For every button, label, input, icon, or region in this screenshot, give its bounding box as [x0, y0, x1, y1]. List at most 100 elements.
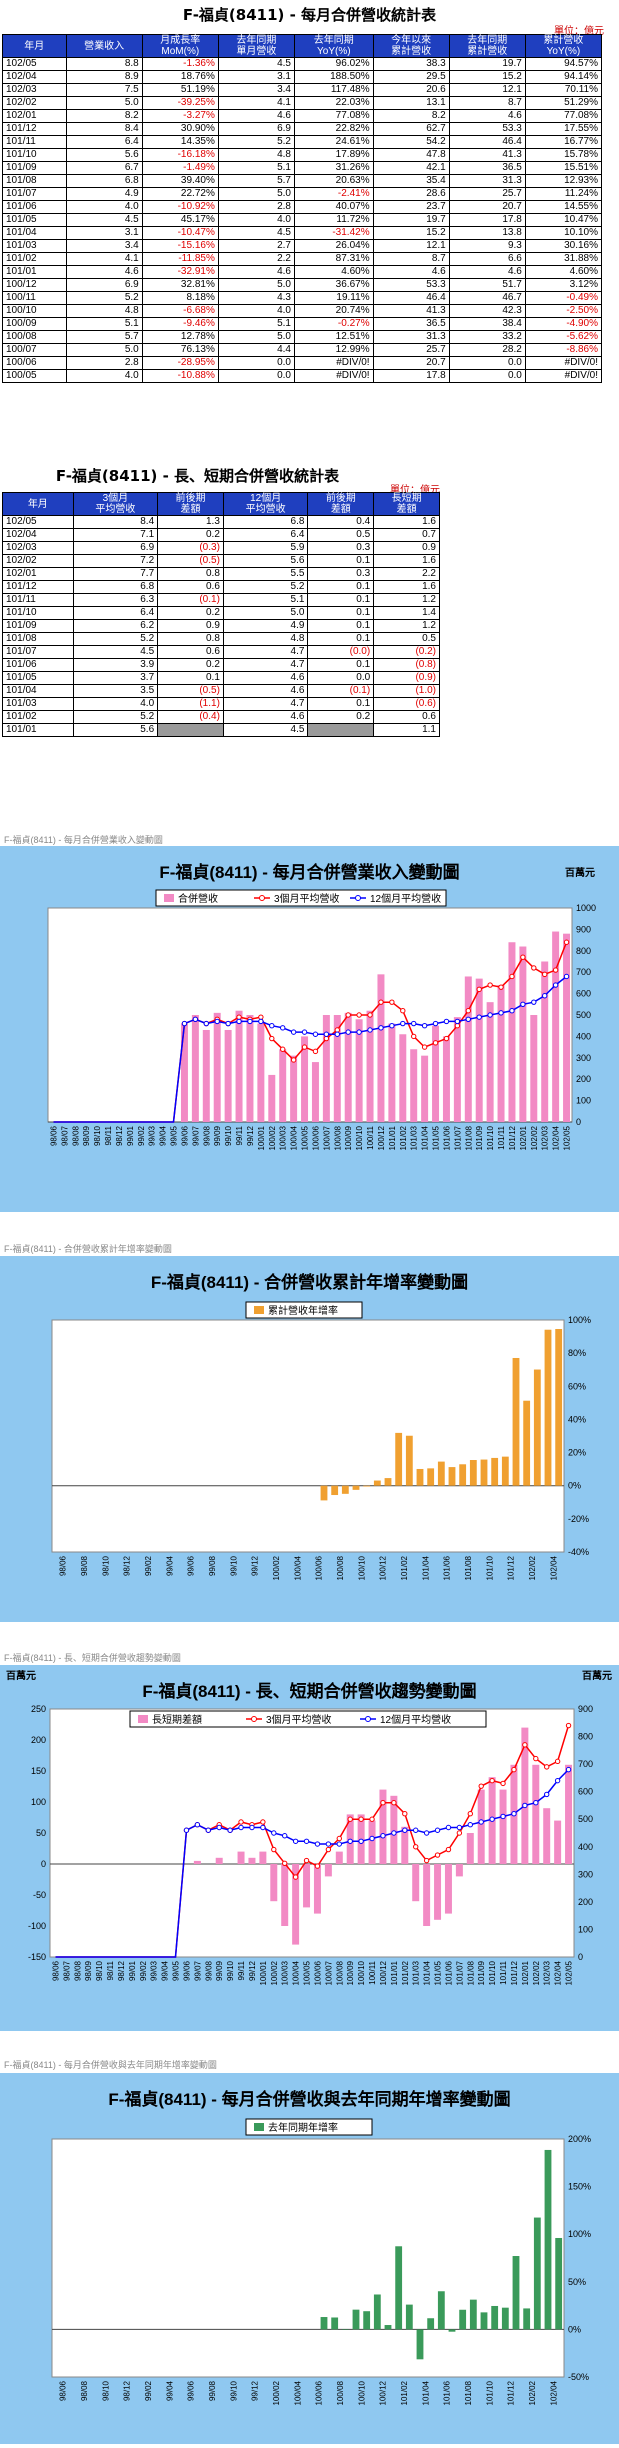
table-cell: 5.2 [65, 291, 143, 305]
bar [412, 1864, 420, 1902]
bar [180, 1023, 188, 1122]
y-tick-label: 60% [568, 1381, 586, 1391]
table-cell: 20.7 [372, 356, 450, 370]
table2-header-row: 年月 3個月 平均營收 前後期 差額 12個月 平均營收 前後期 差額 長短期 差額 [2, 492, 440, 516]
x-tick-label: 102/04 [549, 2380, 558, 2405]
bar [523, 2308, 531, 2330]
row-label: 102/01 [2, 109, 67, 123]
table2-header-cell: 年月 [2, 492, 74, 516]
table-cell: 9.3 [448, 239, 526, 253]
x-tick-label: 100/06 [315, 1555, 324, 1580]
table-row: 101/08 6.8 39.40% 5.7 20.63% 35.4 31.3 12.93% [2, 174, 603, 188]
series-point [500, 1780, 506, 1787]
table-cell: 5.2 [72, 710, 159, 724]
x-tick-label: 99/04 [165, 1555, 174, 1576]
table-cell: 1.6 [373, 580, 440, 594]
table-row: 100/09 5.1 -9.46% 5.1 -0.27% 36.5 38.4 -4.90% [2, 317, 603, 331]
table-cell: 0.8 [157, 632, 224, 646]
table-cell: (0.9) [373, 671, 440, 685]
x-tick-label: 100/01 [259, 1960, 268, 1985]
table-cell: 3.7 [72, 671, 159, 685]
table-row: 101/06 4.0 -10.92% 2.8 40.07% 23.7 20.7 14.55% [2, 200, 603, 214]
series-point [292, 1874, 299, 1880]
table2-header-cell: 3個月 平均營收 [72, 492, 159, 516]
table-cell: 0.5 [307, 528, 375, 542]
series-point [489, 1777, 495, 1784]
table-row: 101/11 6.4 14.35% 5.2 24.61% 54.2 46.4 16.77% [2, 135, 603, 149]
y-tick-label: 40% [568, 1414, 586, 1424]
table-cell: 40.07% [293, 200, 374, 214]
bar [437, 2291, 445, 2330]
series-point [301, 1029, 308, 1035]
legend-swatch [164, 894, 174, 902]
bar [501, 1456, 509, 1486]
chart4-panel: F-福貞(8411) - 每月合併營收與去年同期年增率變動圖 去年同期年增率 -50… [0, 2073, 619, 2444]
series-point [369, 1816, 375, 1822]
table-cell: 2.8 [217, 200, 295, 214]
y-tick-label: 0% [568, 2324, 581, 2334]
chart-title: F-福貞(8411) - 每月合併營收與去年同期年增率變動圖 [108, 2089, 510, 2109]
x-tick-label: 98/06 [59, 1555, 68, 1576]
table-cell: 5.0 [217, 187, 295, 201]
series-point [312, 1048, 319, 1055]
series-point [183, 1827, 190, 1833]
table-row: 101/12 6.8 0.6 5.2 0.1 1.6 [2, 580, 440, 594]
x-tick-label: 101/12 [510, 1960, 519, 1985]
table1-header-cell: 去年同期 單月營收 [217, 34, 295, 58]
bar [410, 1049, 418, 1122]
series-point [552, 967, 559, 973]
table-cell: 25.7 [372, 343, 450, 357]
series-point [411, 1020, 417, 1027]
bar [508, 942, 516, 1122]
monthly-revenue-section: F-福貞(8411) - 每月合併營收統計表 單位：億元 年月 營業收入 月成長率 … [0, 0, 619, 383]
table-row: 101/01 5.6 4.5 1.1 [2, 723, 440, 737]
row-label: 101/04 [2, 226, 67, 240]
x-tick-label: 99/03 [148, 1125, 157, 1146]
table-cell: 47.8 [372, 148, 450, 162]
table-cell: 5.2 [222, 580, 309, 594]
plot-area [51, 2138, 565, 2378]
row-label: 101/11 [2, 135, 67, 149]
table-row: 101/07 4.9 22.72% 5.0 -2.41% 28.6 25.7 11.24% [2, 187, 603, 201]
table-cell: 54.2 [372, 135, 450, 149]
x-tick-label: 101/10 [488, 1960, 497, 1985]
bar [530, 1015, 538, 1122]
table-cell: 4.6 [222, 710, 309, 724]
bar [333, 1015, 341, 1122]
series-point [391, 1799, 397, 1806]
series-point [192, 1016, 199, 1022]
table-cell: 6.4 [65, 135, 143, 149]
series-point [258, 1014, 264, 1020]
bar [477, 1789, 485, 1864]
table-cell: 8.2 [65, 109, 143, 123]
x-tick-label: 99/04 [161, 1960, 170, 1981]
bar [401, 1826, 409, 1864]
table-cell: 2.2 [217, 252, 295, 266]
x-tick-label: 99/04 [159, 1125, 168, 1146]
legend-label: 累計營收年增率 [268, 1304, 338, 1317]
x-tick-label: 98/09 [84, 1960, 93, 1981]
table-cell: 17.8 [448, 213, 526, 227]
series-point [465, 1008, 471, 1014]
x-tick-label: 100/12 [379, 1960, 388, 1985]
table-cell: 0.1 [157, 671, 224, 685]
x-tick-label: 101/02 [400, 2380, 409, 2405]
table-cell: -0.49% [524, 291, 603, 305]
table-row: 102/02 5.0 -39.25% 4.1 22.03% 13.1 8.7 51.29% [2, 96, 603, 110]
table-cell: 0.2 [157, 658, 224, 672]
x-tick-label: 99/06 [180, 1125, 189, 1146]
x-tick-label: 98/08 [80, 2380, 89, 2401]
bar [395, 1432, 403, 1486]
series-point [511, 1766, 517, 1773]
row-label: 102/04 [2, 70, 67, 84]
table-cell: 53.3 [372, 278, 450, 292]
table-cell: 4.4 [217, 343, 295, 357]
table-cell: 17.8 [372, 369, 450, 383]
chart-title: F-福貞(8411) - 每月合併營業收入變動圖 [159, 862, 459, 882]
bar [459, 1464, 467, 1486]
chart-title: F-福貞(8411) - 合併營收累計年增率變動圖 [151, 1272, 468, 1292]
bar [379, 1789, 387, 1864]
row-label: 101/03 [2, 697, 74, 711]
table-cell: 5.6 [65, 148, 143, 162]
table-cell: 62.7 [372, 122, 450, 136]
